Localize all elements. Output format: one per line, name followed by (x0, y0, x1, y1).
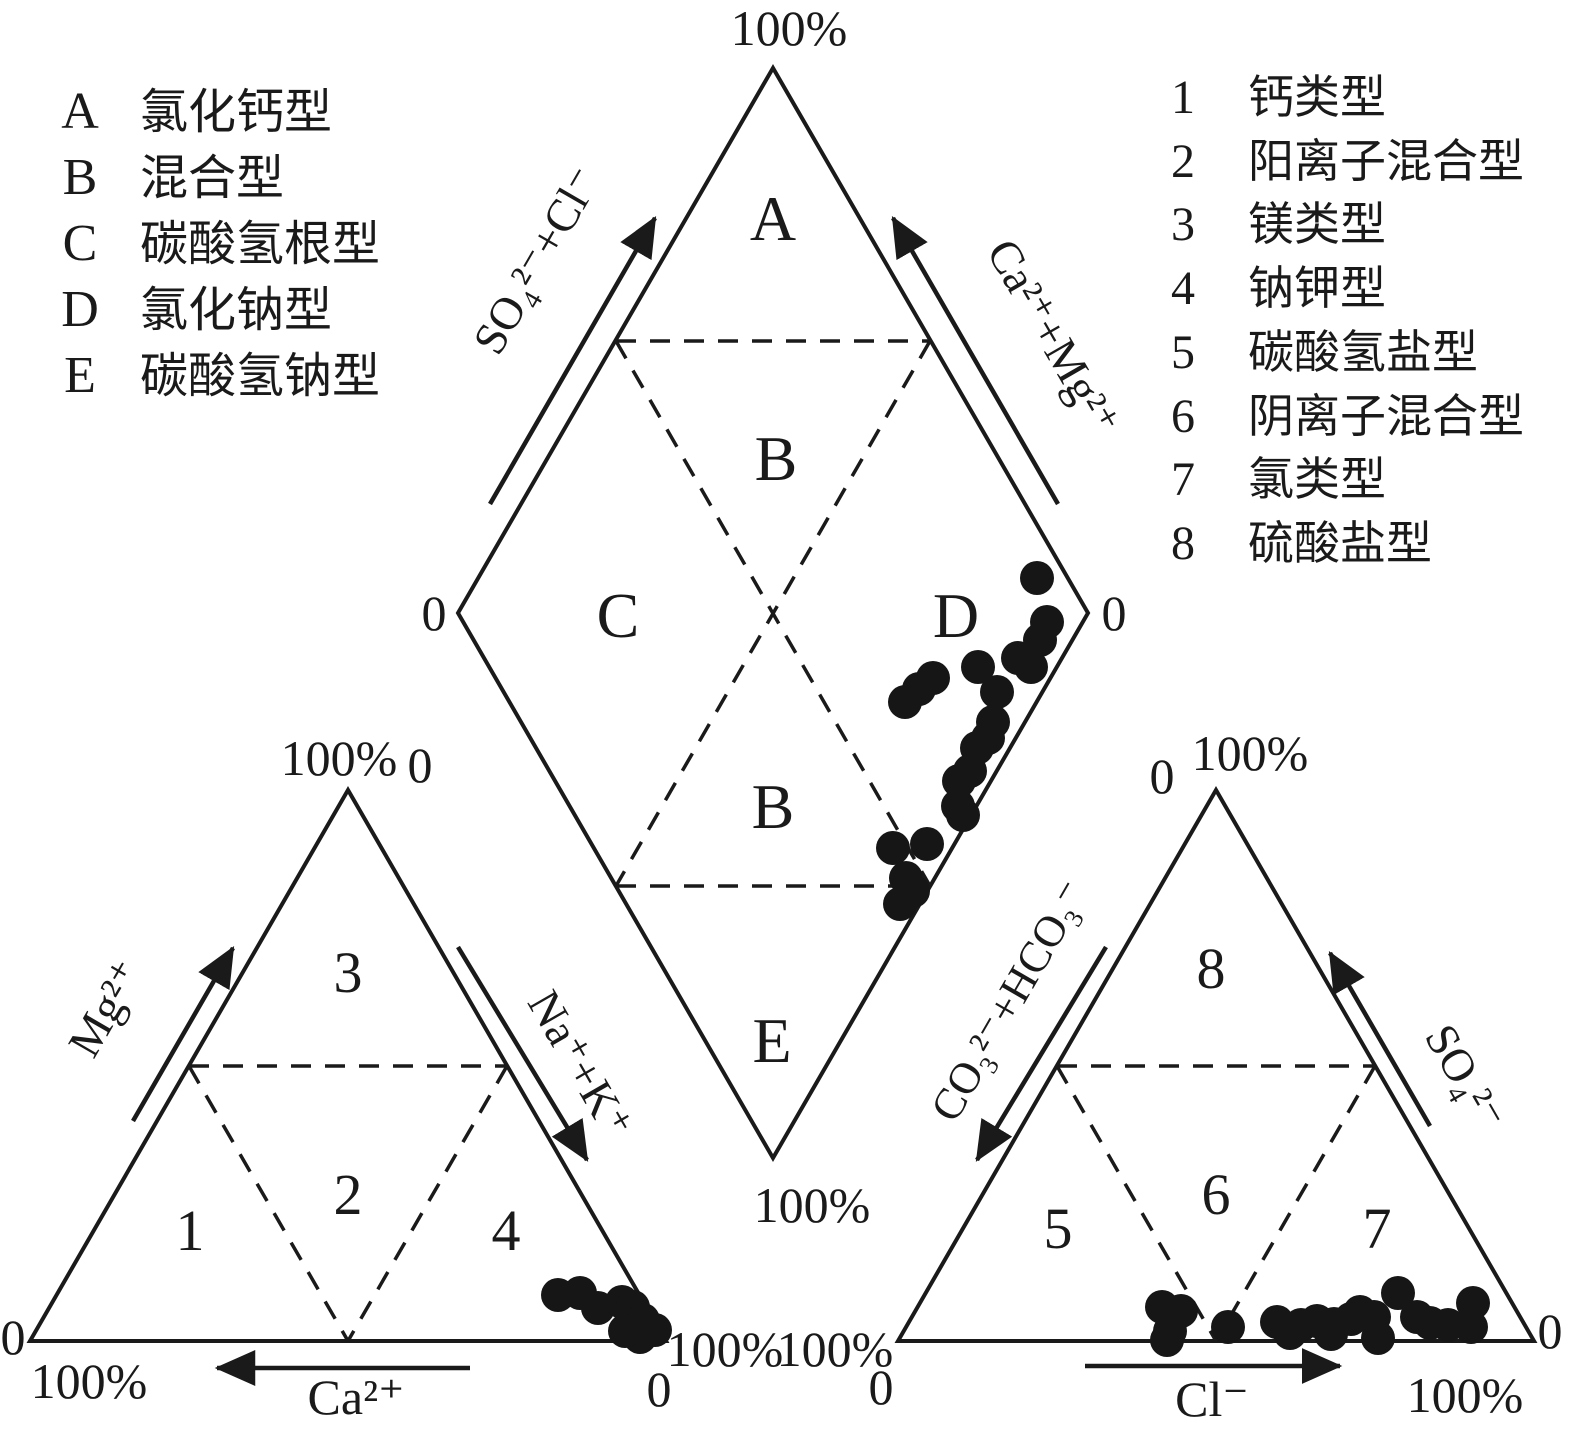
so4-axis-label: SO₄²⁻ (1415, 1016, 1516, 1139)
legend-right-label-2: 阳离子混合型 (1248, 136, 1524, 187)
so4cl-axis-arrow (488, 216, 657, 506)
region-e-label: E (752, 1005, 791, 1076)
camg-axis-arrow (891, 216, 1060, 506)
diamond-diagonal-dashed-line-2 (614, 340, 932, 887)
cation-left-0-label: 0 (1, 1309, 26, 1365)
diamond-top-percent-label: 100% (731, 0, 848, 56)
anion-inner-dashed-line-right (1214, 1065, 1377, 1342)
cl-axis-label: Cl⁻ (1175, 1371, 1249, 1427)
data-point (608, 1314, 642, 1348)
nak-axis-arrow (456, 945, 589, 1162)
anion-inner-dashed-line-left (1055, 1065, 1218, 1342)
data-point (980, 675, 1014, 709)
region-a-label: A (750, 183, 796, 254)
data-point (1361, 1321, 1395, 1355)
cation-left-100-label: 100% (31, 1353, 148, 1409)
legend-right-label-1: 钙类型 (1248, 72, 1386, 123)
legend-left-label-E: 碳酸氢钠型 (140, 350, 380, 403)
legend-right-key-5: 5 (1171, 326, 1195, 379)
nak-axis-label: Na⁺+K⁺ (518, 982, 643, 1147)
legend-right-key-2: 2 (1171, 135, 1195, 188)
data-point (910, 827, 944, 861)
scatter-points-anion (1145, 1276, 1490, 1357)
region-6-label: 6 (1202, 1162, 1231, 1227)
data-point (883, 887, 917, 921)
data-point (961, 650, 995, 684)
mg-axis-arrow (131, 946, 235, 1123)
legend-left-label-B: 混合型 (140, 152, 284, 205)
region-8-label: 8 (1197, 936, 1226, 1001)
scatter-points-diamond (876, 561, 1064, 921)
data-point (876, 831, 910, 865)
data-point (1020, 561, 1054, 595)
legend-right-label-5: 碳酸氢盐型 (1248, 327, 1478, 378)
data-point (1150, 1323, 1184, 1357)
data-point (946, 798, 980, 832)
legend-left-key-C: C (63, 215, 98, 272)
legend-left-key-B: B (63, 149, 98, 206)
legend-right-label-3: 镁类型 (1248, 199, 1386, 250)
region-1-label: 1 (176, 1198, 205, 1263)
legend-left-key-D: D (61, 281, 99, 338)
cation-right-100-label: 100% (667, 1321, 784, 1377)
legend-right-label-4: 钠钾型 (1248, 263, 1386, 314)
region-b-lower-label: B (752, 771, 795, 842)
legend-left: A 氯化钙型 B 混合型 C 碳酸氢根型 D 氯化钠型 E 碳酸氢钠型 (61, 83, 380, 404)
so4-axis-arrow (1328, 951, 1432, 1128)
diamond-outline (455, 64, 1091, 1162)
diamond-bottom-percent-label: 100% (754, 1177, 871, 1233)
legend-right-key-4: 4 (1171, 262, 1195, 315)
legend-right: 1 钙类型 2 阳离子混合型 3 镁类型 4 钠钾型 5 碳酸氢盐型 6 阴离子混合型 7 氯类型 8 硫酸盐… (1171, 71, 1524, 570)
anion-left-100-label: 100% (777, 1321, 894, 1377)
cation-right-0-label: 0 (647, 1361, 672, 1417)
region-2-label: 2 (334, 1162, 363, 1227)
cation-inner-dashed-line-right (346, 1065, 509, 1342)
region-3-label: 3 (334, 940, 363, 1005)
cation-inner-dashed-line-left (187, 1065, 350, 1342)
legend-left-key-E: E (64, 347, 96, 404)
anion-right-100-label: 100% (1407, 1367, 1524, 1423)
legend-right-label-6: 阴离子混合型 (1248, 391, 1524, 442)
region-7-label: 7 (1363, 1196, 1392, 1261)
anion-apex-0-label: 0 (1150, 748, 1175, 804)
legend-left-label-D: 氯化钠型 (140, 284, 332, 337)
data-point (1381, 1276, 1415, 1310)
legend-right-label-7: 氯类型 (1248, 454, 1386, 505)
data-point (888, 685, 922, 719)
legend-right-key-1: 1 (1171, 71, 1195, 124)
ca-axis-label: Ca²⁺ (308, 1369, 405, 1425)
legend-right-key-3: 3 (1171, 198, 1195, 251)
anion-apex-100-label: 100% (1192, 725, 1309, 781)
legend-right-key-8: 8 (1171, 517, 1195, 570)
legend-right-key-6: 6 (1171, 390, 1195, 443)
cation-apex-0-label: 0 (408, 737, 433, 793)
diamond-left-zero-label: 0 (422, 585, 447, 641)
co3hco3-axis-arrow (975, 945, 1108, 1162)
data-point (1454, 1310, 1488, 1344)
region-d-label: D (933, 580, 979, 651)
legend-right-label-8: 硫酸盐型 (1248, 518, 1432, 569)
scatter-points-cation (541, 1276, 672, 1354)
region-5-label: 5 (1044, 1196, 1073, 1261)
mg-axis-label: Mg²⁺ (58, 951, 153, 1065)
legend-left-label-A: 氯化钙型 (140, 86, 332, 139)
legend-left-label-C: 碳酸氢根型 (140, 218, 380, 271)
region-4-label: 4 (492, 1198, 521, 1263)
data-point (942, 764, 976, 798)
anion-right-0-label: 0 (1538, 1303, 1563, 1359)
data-point (1014, 650, 1048, 684)
region-c-label: C (597, 580, 640, 651)
diamond-right-zero-label: 0 (1102, 585, 1127, 641)
camg-axis-label: Ca²⁺+Mg²⁺ (977, 230, 1130, 444)
legend-right-key-7: 7 (1171, 453, 1195, 506)
region-b-upper-label: B (755, 423, 798, 494)
cation-apex-100-label: 100% (281, 730, 398, 786)
anion-left-0-label: 0 (869, 1359, 894, 1415)
legend-left-key-A: A (61, 83, 99, 140)
data-point (1211, 1310, 1245, 1344)
